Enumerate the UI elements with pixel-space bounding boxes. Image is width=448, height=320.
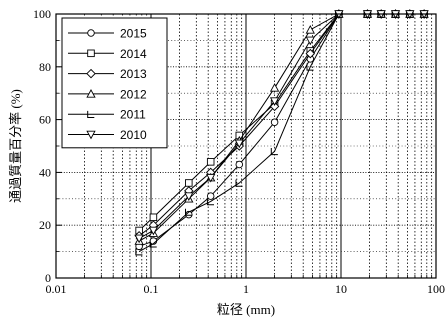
series-line-2010 — [138, 13, 425, 239]
data-point-2010 — [134, 234, 144, 244]
data-point-2014 — [206, 158, 215, 166]
legend-label: 2014 — [120, 47, 147, 61]
legend-label: 2011 — [120, 108, 146, 122]
y-tick-label: 20 — [39, 218, 51, 232]
data-point-2014 — [149, 213, 158, 222]
data-point-2011 — [420, 10, 428, 18]
x-tick-label: 0.01 — [46, 282, 67, 296]
legend-label: 2015 — [120, 27, 147, 41]
data-point-2010 — [206, 173, 216, 183]
x-axis-title: 粒径 (mm) — [217, 302, 275, 317]
legend-item-2015: 2015 — [68, 27, 147, 41]
data-point-2010 — [184, 192, 194, 202]
data-point-2015 — [270, 118, 279, 126]
legend-item-2011: 2011 — [68, 108, 146, 122]
x-tick-labels: 0.01 0.1 1 10 100 — [46, 282, 446, 296]
series-2012 — [134, 9, 429, 245]
data-point-2011 — [185, 208, 193, 216]
data-point-2011 — [306, 63, 314, 71]
data-point-2011 — [270, 147, 278, 156]
data-point-2011 — [149, 240, 157, 248]
legend-marker-2015 — [87, 29, 95, 37]
y-axis-title: 通過質量百分率 (%) — [8, 89, 23, 203]
data-point-2015 — [206, 192, 215, 200]
legend-item-2010: 2010 — [68, 128, 147, 142]
legend-marker-2012 — [86, 89, 96, 98]
data-point-2011 — [363, 10, 371, 18]
data-point-2011 — [206, 198, 214, 206]
y-tick-labels: 0 20 40 60 80 100 — [33, 7, 51, 285]
legend-box — [61, 17, 168, 149]
legend-item-2012: 2012 — [68, 87, 147, 101]
data-point-2011 — [406, 10, 414, 18]
data-point-2010 — [269, 97, 280, 106]
y-tick-label: 0 — [45, 271, 51, 285]
data-point-2013 — [305, 48, 316, 59]
tick-marks — [55, 40, 433, 278]
legend-label: 2012 — [120, 87, 147, 101]
x-tick-label: 10 — [335, 282, 347, 296]
legend-marker-2011 — [87, 110, 95, 118]
legend-label: 2013 — [120, 67, 147, 81]
data-point-2015 — [235, 160, 244, 169]
legend-label: 2010 — [120, 128, 147, 142]
y-tick-label: 80 — [39, 60, 51, 74]
data-point-2014 — [185, 179, 193, 187]
series-line-2015 — [138, 13, 425, 247]
legend-marker-2014 — [87, 49, 95, 58]
x-tick-label: 0.1 — [144, 282, 159, 296]
data-point-2010 — [305, 36, 315, 46]
legend-item-2014: 2014 — [68, 47, 147, 61]
data-point-2011 — [135, 248, 143, 256]
data-point-2010 — [148, 226, 159, 236]
legend-marker-2010 — [86, 130, 96, 140]
data-point-2011 — [235, 179, 243, 187]
legend-item-2013: 2013 — [68, 67, 147, 81]
data-point-2012 — [269, 83, 280, 92]
x-tick-label: 100 — [427, 282, 445, 296]
y-tick-label: 40 — [39, 165, 51, 179]
series-layer — [134, 9, 429, 256]
y-tick-label: 60 — [39, 113, 51, 127]
series-line-2012 — [138, 13, 425, 242]
data-point-2011 — [377, 10, 385, 18]
data-point-2012 — [305, 24, 315, 34]
data-point-2011 — [391, 10, 399, 18]
legend: 2015 2014 2013 2012 2011 2010 — [61, 17, 168, 149]
series-line-2011 — [138, 13, 425, 253]
data-point-2010 — [234, 139, 244, 149]
x-tick-label: 1 — [243, 282, 249, 296]
y-tick-label: 100 — [33, 7, 51, 21]
legend-marker-2013 — [86, 68, 96, 79]
